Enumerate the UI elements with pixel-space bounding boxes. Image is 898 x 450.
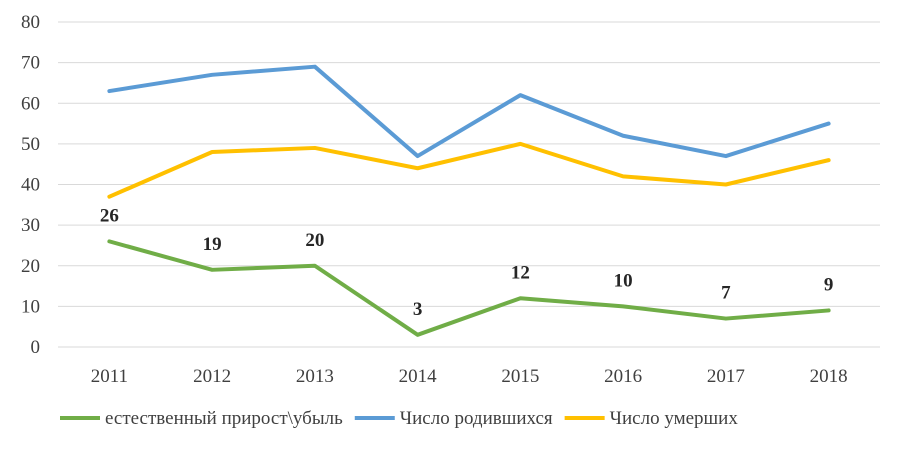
legend-label: естественный прирост\убыль	[105, 408, 343, 429]
y-tick-label: 60	[21, 93, 40, 114]
y-tick-label: 70	[21, 53, 40, 74]
y-tick-label: 20	[21, 256, 40, 277]
x-tick-label: 2012	[193, 366, 231, 387]
y-axis-ticks: 0 10 20 30 40 50 60 70 80	[21, 12, 40, 358]
data-label: 7	[721, 283, 731, 304]
series-line	[107, 141, 831, 199]
x-tick-label: 2016	[604, 366, 642, 387]
data-label: 3	[413, 299, 423, 320]
data-label: 9	[824, 274, 834, 295]
x-tick-label: 2018	[810, 366, 848, 387]
data-label: 20	[305, 230, 324, 251]
series-line	[107, 64, 831, 159]
series-lines	[107, 64, 831, 337]
y-tick-label: 40	[21, 175, 40, 196]
legend: естественный прирост\убыль Число родивших…	[60, 408, 738, 429]
data-label: 19	[203, 234, 222, 255]
y-tick-label: 0	[31, 337, 41, 358]
x-tick-label: 2014	[399, 366, 438, 387]
series-line	[107, 239, 831, 337]
x-tick-label: 2017	[707, 366, 745, 387]
gridlines	[58, 21, 880, 348]
data-label: 26	[100, 205, 119, 226]
x-tick-label: 2015	[501, 366, 539, 387]
y-tick-label: 80	[21, 12, 40, 33]
y-tick-label: 30	[21, 215, 40, 236]
legend-label: Число родившихся	[400, 408, 553, 429]
y-tick-label: 10	[21, 296, 40, 317]
y-tick-label: 50	[21, 134, 40, 155]
data-labels: 26 19 20 3 12 10 7 9	[100, 205, 834, 319]
x-axis-ticks: 2011 2012 2013 2014 2015 2016 2017 2018	[91, 366, 848, 387]
x-tick-label: 2011	[91, 366, 128, 387]
legend-label: Число умерших	[610, 408, 739, 429]
x-tick-label: 2013	[296, 366, 334, 387]
data-label: 12	[511, 262, 530, 283]
data-label: 10	[614, 270, 633, 291]
